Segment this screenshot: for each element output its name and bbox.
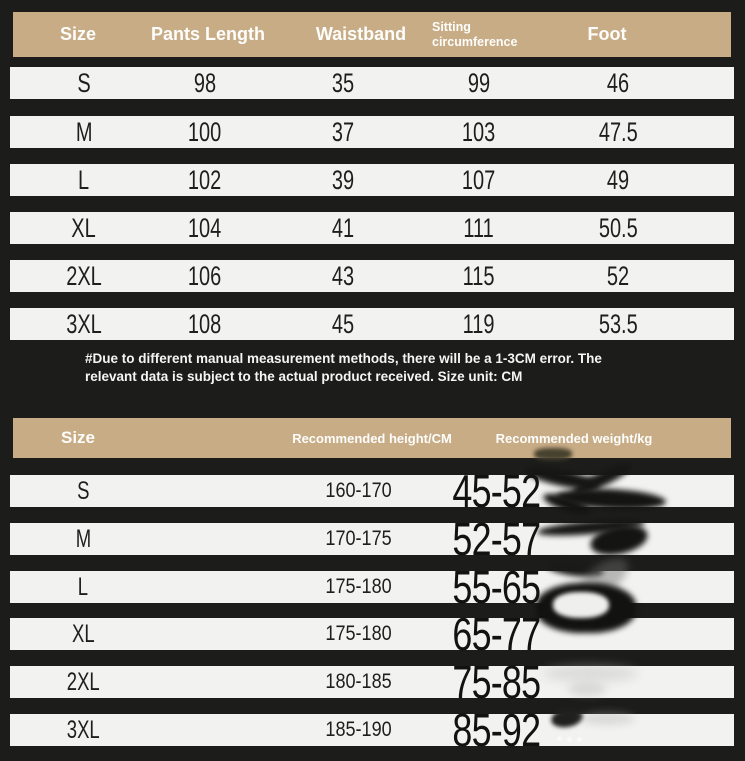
cell-waist: 35: [331, 67, 355, 98]
cell-waist: 41: [331, 212, 355, 243]
cell-foot: 47.5: [598, 116, 638, 147]
cell-weight: 65-77: [452, 608, 541, 660]
note-line-1: #Due to different manual measurement met…: [85, 351, 602, 366]
cell-foot: 49: [606, 164, 630, 195]
cell-sitting: 111: [463, 212, 495, 243]
cell-sitting: 119: [463, 308, 495, 339]
size-table-row: L 102 39 107 49: [10, 164, 734, 196]
cell-height: 160-170: [325, 479, 393, 502]
size-table-row: 2XL 106 43 115 52: [10, 260, 734, 292]
size-table-row: M 100 37 103 47.5: [10, 116, 734, 148]
cell-waist: 37: [331, 116, 355, 147]
cell-weight: 52-57: [452, 513, 541, 565]
cell-sitting: 115: [463, 260, 495, 291]
cell-size: 2XL: [66, 667, 100, 696]
fit-table-header: Size Recommended height/CM Recommended w…: [13, 418, 731, 458]
size-table-header-waist: Waistband: [315, 24, 407, 44]
size-table-header-sitting: Sitting circumference: [432, 19, 518, 49]
note-line-2: relevant data is subject to the actual p…: [85, 368, 523, 384]
cell-height: 175-180: [325, 622, 393, 645]
cell-size: S: [77, 67, 91, 98]
cell-size: 3XL: [66, 308, 102, 339]
cell-waist: 45: [331, 308, 355, 339]
cell-length: 108: [188, 308, 222, 339]
cell-weight: 55-65: [452, 561, 541, 613]
fit-table-header-weight: Recommended weight/kg: [495, 430, 653, 446]
fit-table-row: 3XL 185-190 85-92: [10, 704, 734, 756]
faint-dots: [557, 736, 562, 741]
cell-foot: 50.5: [598, 212, 638, 243]
size-table-row: S 98 35 99 46: [10, 67, 734, 99]
cell-size: 3XL: [66, 715, 100, 744]
cell-size: M: [75, 524, 91, 553]
cell-size: 2XL: [66, 260, 102, 291]
cell-sitting: 107: [462, 164, 496, 195]
cell-size: L: [78, 164, 90, 195]
cell-size: XL: [71, 212, 97, 243]
cell-foot: 46: [606, 67, 630, 98]
cell-sitting: 99: [467, 67, 491, 98]
cell-length: 104: [188, 212, 222, 243]
cell-weight: 75-85: [452, 656, 541, 708]
cell-size: XL: [71, 619, 95, 648]
cell-waist: 43: [331, 260, 355, 291]
cell-foot: 53.5: [598, 308, 638, 339]
fit-table-row: S 160-170 45-52: [10, 465, 734, 517]
cell-length: 98: [193, 67, 217, 98]
size-table-header-length: Pants Length: [150, 24, 265, 44]
cell-height: 175-180: [325, 575, 393, 598]
cell-length: 106: [188, 260, 222, 291]
cell-waist: 39: [331, 164, 355, 195]
cell-weight: 45-52: [452, 465, 541, 517]
cell-foot: 52: [606, 260, 630, 291]
cell-length: 102: [188, 164, 222, 195]
cell-size: S: [76, 476, 90, 505]
size-table-header: Size Pants Length Waistband Sitting circ…: [13, 12, 731, 57]
size-table-row: 3XL 108 45 119 53.5: [10, 308, 734, 340]
measurement-note: #Due to different manual measurement met…: [85, 350, 665, 385]
fit-table-header-size: Size: [60, 428, 96, 447]
size-table-header-foot: Foot: [587, 24, 627, 44]
cell-height: 170-175: [325, 527, 393, 550]
cell-height: 185-190: [325, 718, 393, 741]
size-table-row: XL 104 41 111 50.5: [10, 212, 734, 244]
cell-weight: 85-92: [452, 704, 541, 756]
cell-height: 180-185: [325, 670, 393, 693]
cell-size: M: [75, 116, 93, 147]
cell-sitting: 103: [462, 116, 496, 147]
cell-size: L: [77, 572, 89, 601]
cell-length: 100: [188, 116, 222, 147]
fit-table-row: 2XL 180-185 75-85: [10, 656, 734, 708]
size-table-header-size: Size: [59, 24, 97, 44]
fit-table-row: L 175-180 55-65: [10, 561, 734, 613]
fit-table-header-height: Recommended height/CM: [292, 430, 452, 446]
fit-table-row: XL 175-180 65-77: [10, 608, 734, 660]
fit-table-row: M 170-175 52-57: [10, 513, 734, 565]
